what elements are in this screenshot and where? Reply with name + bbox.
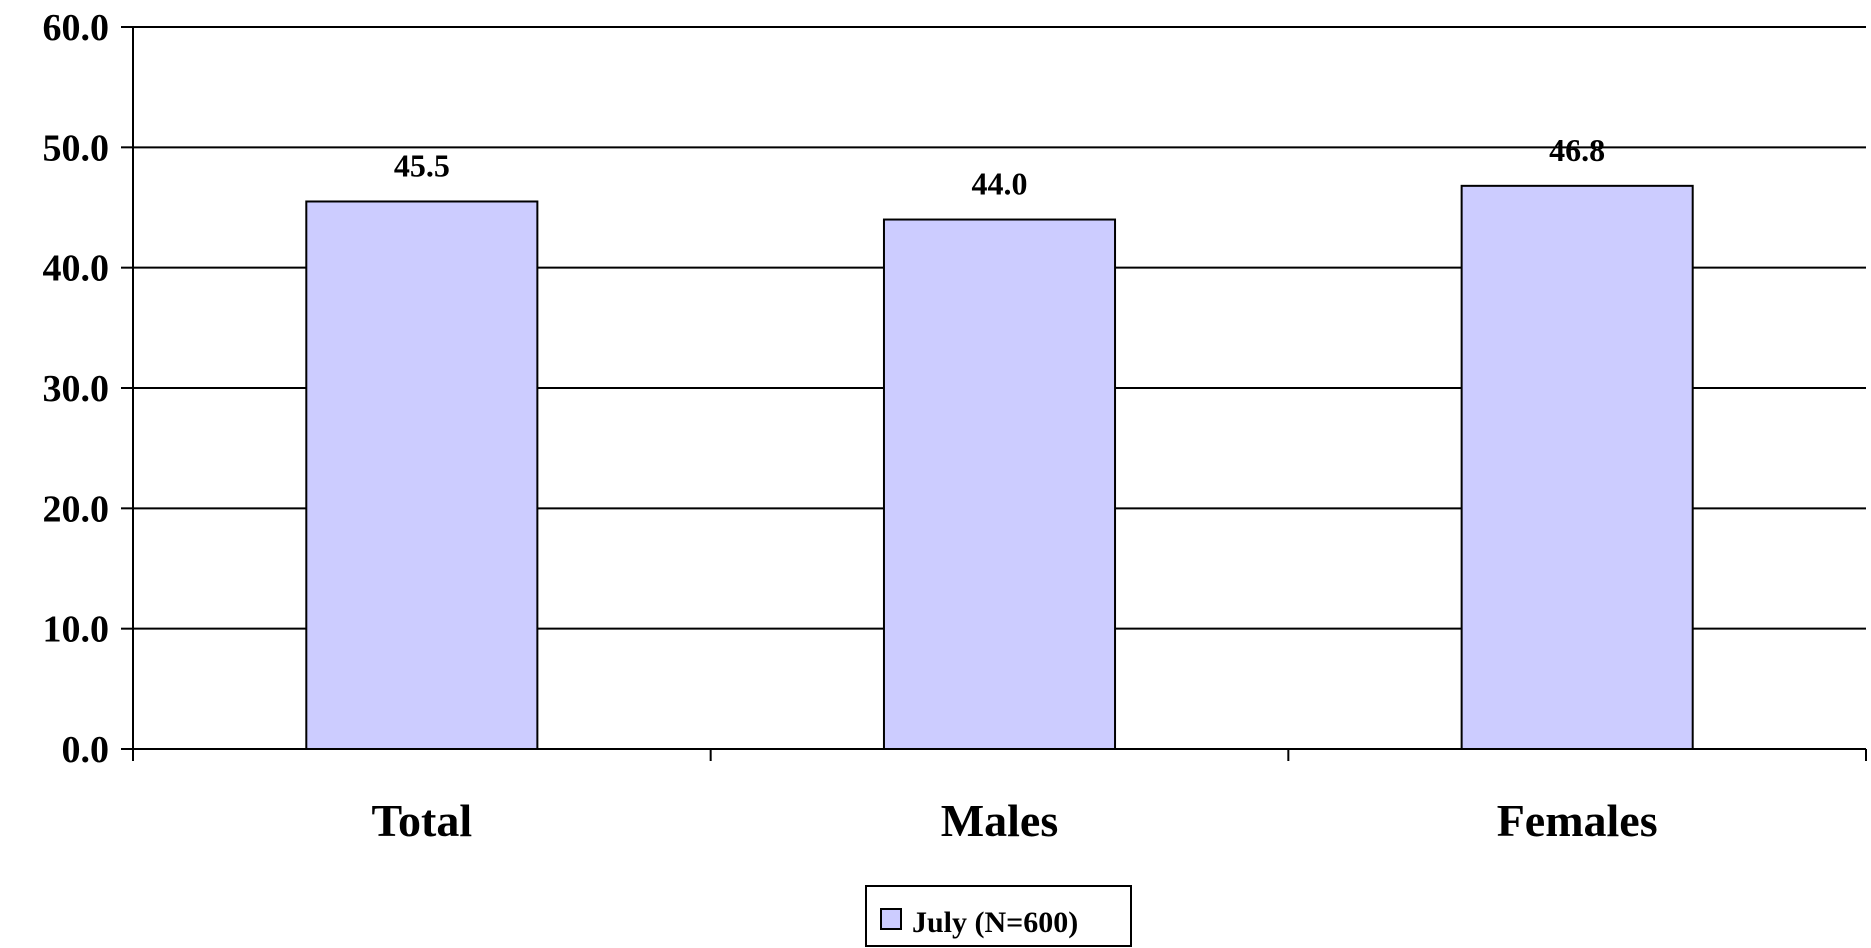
legend: July (N=600) — [865, 885, 1132, 947]
x-category-label: Females — [1497, 795, 1658, 846]
legend-box — [865, 885, 1132, 947]
y-tick-label: 50.0 — [43, 127, 110, 169]
y-tick-label: 60.0 — [43, 7, 110, 49]
data-label: 45.5 — [394, 147, 450, 183]
y-axis-tick-labels: 0.0 10.0 20.0 30.0 40.0 50.0 60.0 — [43, 7, 110, 771]
y-tick-label: 0.0 — [62, 729, 110, 771]
x-category-label: Total — [372, 795, 473, 846]
x-axis-category-labels: Total Males Females — [372, 795, 1658, 846]
y-tick-label: 20.0 — [43, 488, 110, 530]
y-tick-label: 30.0 — [43, 368, 110, 410]
x-category-label: Males — [941, 795, 1059, 846]
legend-swatch — [880, 908, 902, 930]
y-tick-label: 10.0 — [43, 609, 110, 651]
data-label: 46.8 — [1549, 132, 1605, 168]
legend-label: July (N=600) — [912, 906, 1078, 939]
bar-total — [305, 200, 539, 750]
bar-females — [1460, 184, 1694, 750]
data-label: 44.0 — [972, 166, 1028, 202]
axes — [121, 26, 1867, 761]
bar-males — [882, 218, 1117, 751]
y-tick-label: 40.0 — [43, 248, 110, 290]
bars — [305, 184, 1694, 751]
data-labels: 45.5 44.0 46.8 — [394, 132, 1605, 202]
